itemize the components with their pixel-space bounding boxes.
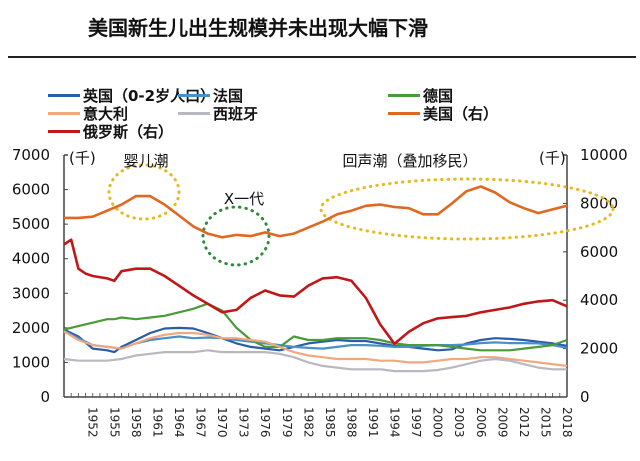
x-tick-label: 2009	[495, 407, 509, 438]
x-tick-label: 1952	[86, 407, 100, 438]
x-tick-label: 1976	[258, 407, 272, 438]
left-tick-label: 6000	[12, 181, 50, 199]
legend-swatch	[178, 93, 210, 97]
annotation-label: X一代	[224, 190, 264, 208]
left-tick-label: 0	[40, 388, 50, 406]
left-tick-label: 7000	[12, 146, 50, 164]
series-line-6	[63, 238, 568, 346]
legend-swatch	[48, 93, 80, 97]
x-tick-label: 1994	[388, 407, 402, 438]
legend-item: 英国（0-2岁人口）	[48, 86, 216, 105]
right-tick-label: 0	[580, 388, 590, 406]
x-tick-label: 1997	[409, 407, 423, 438]
annotation-ellipse	[201, 205, 271, 267]
left-tick-label: 4000	[12, 250, 50, 268]
legend-label: 德国	[423, 86, 454, 105]
legend-swatch	[388, 93, 420, 97]
title-divider	[8, 56, 636, 58]
x-tick-label: 2018	[560, 407, 574, 438]
legend-swatch	[178, 111, 210, 115]
annotation-ellipse	[107, 163, 181, 221]
right-tick-label: 2000	[580, 340, 618, 358]
series-line-4	[63, 349, 567, 373]
x-tick-label: 1961	[150, 407, 164, 438]
legend-item: 德国	[388, 86, 454, 105]
series-line-3	[63, 330, 568, 367]
left-tick-label: 3000	[12, 284, 50, 302]
legend-item: 意大利	[48, 104, 129, 123]
left-tick-label: 5000	[12, 215, 50, 233]
legend-swatch	[48, 129, 80, 133]
legend-label: 美国（右）	[423, 104, 499, 123]
left-tick-label: 1000	[12, 353, 50, 371]
legend-item: 俄罗斯（右）	[48, 122, 174, 141]
x-tick-label: 2000	[431, 407, 445, 438]
x-tick-label: 1973	[237, 407, 251, 438]
x-tick-label: 1964	[172, 407, 186, 438]
legend-swatch	[388, 111, 420, 115]
series-line-1	[63, 330, 568, 350]
legend-label: 法国	[213, 86, 244, 105]
x-tick-label: 1985	[323, 407, 337, 438]
x-tick-label: 1958	[129, 407, 143, 438]
annotation-label: 婴儿潮	[123, 152, 168, 170]
right-tick-label: 4000	[580, 291, 618, 309]
annotation-label: 回声潮（叠加移民）	[342, 152, 477, 170]
legend-label: 意大利	[83, 104, 129, 123]
x-tick-label: 2012	[517, 407, 531, 438]
right-tick-label: 8000	[580, 194, 618, 212]
legend-label: 英国（0-2岁人口）	[83, 86, 216, 105]
x-tick-label: 2003	[452, 407, 466, 438]
series-line-2	[63, 302, 568, 352]
x-tick-label: 1955	[107, 407, 121, 438]
chart-title: 美国新生儿出生规模并未出现大幅下滑	[88, 16, 428, 40]
x-tick-label: 1982	[301, 407, 315, 438]
x-tick-label: 1970	[215, 407, 229, 438]
x-tick-label: 2015	[538, 407, 552, 438]
x-tick-label: 1967	[194, 407, 208, 438]
right-unit-label: (千)	[539, 149, 566, 167]
series-line-0	[63, 326, 568, 354]
legend-item: 西班牙	[178, 104, 259, 123]
legend-item: 美国（右）	[388, 104, 499, 123]
legend-swatch	[48, 111, 80, 115]
legend-item: 法国	[178, 86, 244, 105]
left-unit-label: (千)	[69, 149, 96, 167]
x-tick-label: 1988	[344, 407, 358, 438]
right-tick-label: 6000	[580, 243, 618, 261]
legend-label: 西班牙	[213, 104, 259, 123]
x-tick-label: 1979	[280, 407, 294, 438]
x-tick-label: 1991	[366, 407, 380, 438]
left-tick-label: 2000	[12, 319, 50, 337]
series-line-5	[64, 185, 568, 239]
x-tick-label: 2006	[474, 407, 488, 438]
legend-label: 俄罗斯（右）	[83, 122, 174, 141]
right-tick-label: 10000	[580, 146, 628, 164]
annotation-ellipse	[319, 177, 615, 241]
